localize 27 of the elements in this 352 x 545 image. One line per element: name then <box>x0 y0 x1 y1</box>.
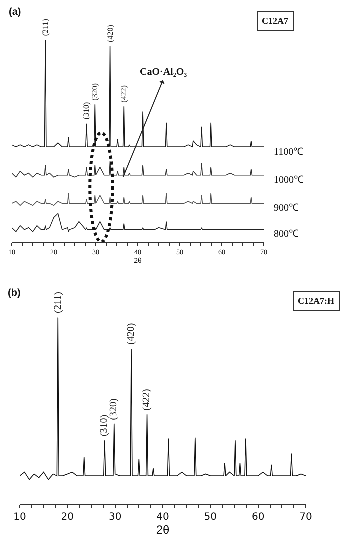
annotation: (420) <box>106 24 116 42</box>
annotation: (422) <box>119 85 128 103</box>
annotation: CaO·Al₂O₃ <box>140 67 188 78</box>
chart-title: (b) <box>8 288 21 299</box>
x-tick-label: 50 <box>204 512 218 523</box>
x-tick-label: 40 <box>156 512 170 523</box>
x-tick-label: 10 <box>14 512 26 523</box>
x-axis-title: 2θ <box>156 523 170 537</box>
text: C12A7:H <box>298 296 334 306</box>
annotation: (420) <box>126 323 138 345</box>
series-label: 900℃ <box>274 203 299 214</box>
x-tick-label: 20 <box>61 512 74 523</box>
annotation: (320) <box>90 83 100 101</box>
annotation: (211) <box>41 18 50 36</box>
x-tick-label: 60 <box>252 512 265 523</box>
series-label: 800℃ <box>274 229 299 240</box>
series-label: 1100℃ <box>274 147 304 158</box>
annotation: (310) <box>99 414 110 437</box>
annotation: (211) <box>52 292 64 314</box>
annotation: (310) <box>82 102 91 120</box>
text: C12A7 <box>262 16 289 26</box>
x-tick-label: 30 <box>108 512 122 523</box>
annotation: (320) <box>108 398 120 420</box>
chart-title: (a) <box>9 7 22 18</box>
series-label: 1000℃ <box>274 175 304 186</box>
annotation: (422) <box>142 389 153 411</box>
x-tick-label: 70 <box>300 512 312 523</box>
